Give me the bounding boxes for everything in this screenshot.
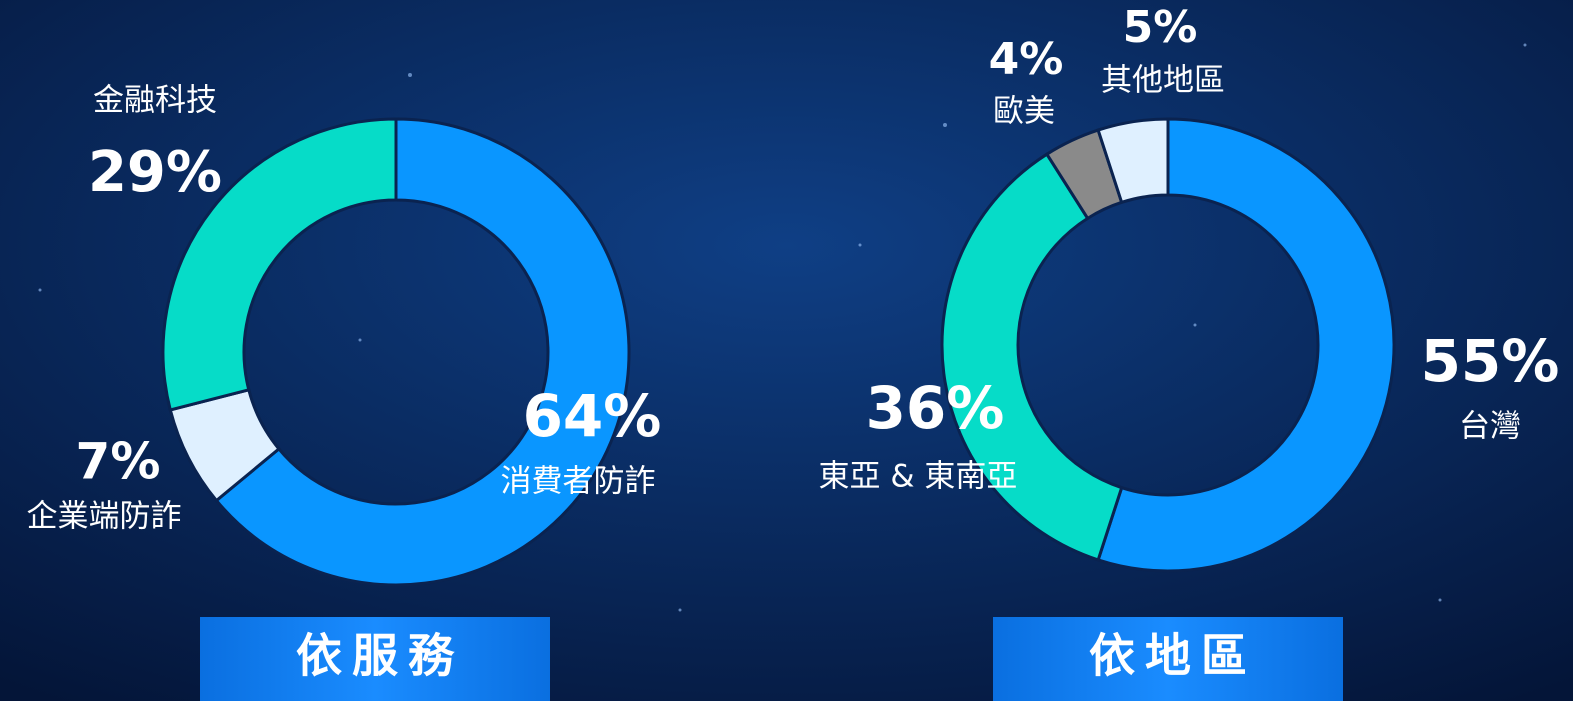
- donut-segment: [1096, 117, 1170, 205]
- value-label: 36%: [866, 374, 1005, 442]
- category-label: 其他地區: [1101, 63, 1225, 99]
- category-label: 東亞 & 東南亞: [819, 459, 1018, 495]
- value-label: 5%: [1123, 2, 1198, 53]
- tab-label: 依地區: [1089, 629, 1257, 683]
- donut-segment: [214, 117, 631, 587]
- tab-button[interactable]: [200, 617, 550, 701]
- donut-segment: [1096, 117, 1396, 573]
- value-label: 55%: [1421, 327, 1560, 395]
- category-label: 歐美: [993, 94, 1055, 130]
- value-label: 7%: [76, 433, 161, 491]
- value-label: 29%: [88, 140, 222, 205]
- stars: [38, 43, 1527, 612]
- donut-segment: [161, 117, 398, 412]
- tab-button[interactable]: [993, 617, 1343, 701]
- category-label: 金融科技: [93, 83, 217, 119]
- donut-segment: [940, 152, 1124, 562]
- category-label: 消費者防詐: [501, 464, 656, 500]
- value-label: 64%: [523, 382, 662, 450]
- tab-label: 依服務: [296, 629, 464, 683]
- category-label: 台灣: [1459, 409, 1521, 445]
- value-label: 4%: [989, 34, 1064, 85]
- category-label: 企業端防詐: [27, 499, 182, 535]
